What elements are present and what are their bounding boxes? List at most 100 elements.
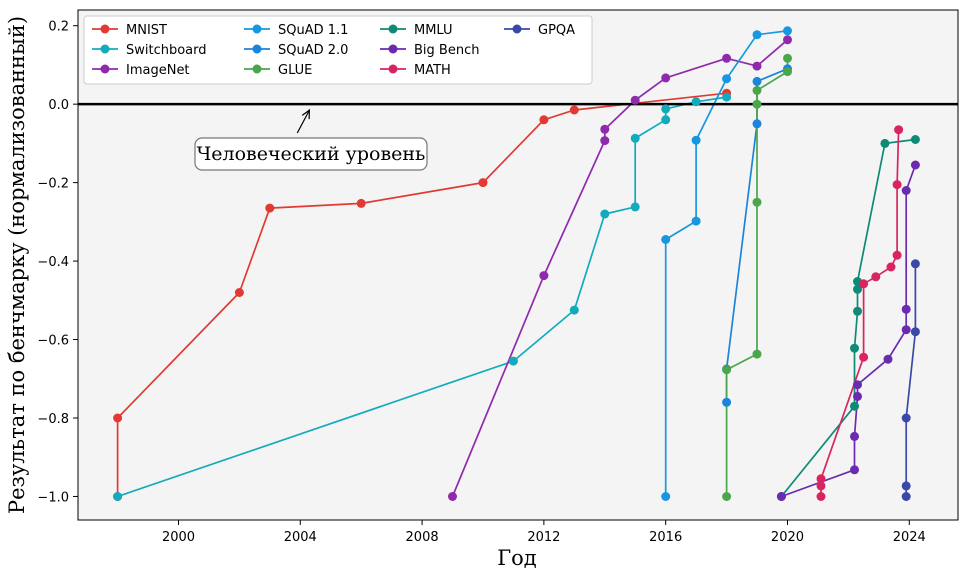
legend-label-mnist: MNIST	[126, 23, 167, 38]
data-point-mmlu-6	[880, 138, 890, 148]
x-axis-label: Год	[497, 546, 537, 570]
data-point-switchboard-0	[113, 492, 123, 501]
data-point-mnist-6	[539, 115, 549, 125]
data-point-glue-3	[752, 197, 762, 207]
data-point-big-bench-1	[850, 465, 859, 475]
data-point-math-2	[816, 474, 826, 484]
data-point-math-5	[871, 272, 881, 282]
data-point-mmlu-3	[853, 306, 862, 316]
legend-label-switchboard: Switchboard	[126, 43, 207, 58]
data-point-math-3	[859, 352, 869, 362]
data-point-squad-1-1-1	[661, 235, 671, 244]
data-point-imagenet-3	[600, 124, 610, 134]
data-point-imagenet-7	[752, 61, 762, 71]
data-point-switchboard-9	[722, 92, 732, 102]
legend-label-imagenet: ImageNet	[126, 63, 190, 78]
annotation-arrow	[296, 109, 310, 134]
y-tick-label: −0.2	[37, 177, 69, 192]
data-point-mnist-1	[113, 413, 123, 423]
data-point-switchboard-8	[691, 97, 701, 107]
plot-background	[78, 10, 958, 520]
x-tick-label: 2000	[162, 530, 195, 545]
data-point-mnist-5	[478, 178, 488, 188]
annotation-arrowhead	[301, 108, 311, 120]
data-point-switchboard-4	[630, 202, 640, 212]
legend-label-squad-2-0: SQuAD 2.0	[278, 43, 348, 58]
data-point-imagenet-1	[539, 271, 549, 281]
legend-box	[83, 15, 593, 85]
legend-marker-big-bench	[388, 44, 398, 54]
y-tick-label: 0.2	[48, 20, 69, 35]
legend-marker-switchboard	[100, 44, 110, 54]
legend-label-big-bench: Big Bench	[414, 43, 479, 58]
y-axis-label: Результат по бенчмарку (нормализованный)	[5, 16, 29, 514]
data-point-mmlu-1	[850, 401, 859, 411]
data-point-big-bench-3	[853, 391, 862, 401]
series-line-big-bench	[781, 164, 917, 498]
legend-marker-math	[388, 64, 398, 74]
data-point-glue-5	[752, 85, 762, 95]
data-point-math-1	[816, 481, 826, 491]
plot-frame	[77, 9, 959, 521]
legend-label-squad-1-1: SQuAD 1.1	[278, 23, 348, 38]
data-point-math-7	[892, 250, 902, 260]
data-point-gpqa-4	[910, 259, 920, 269]
legend-label-math: MATH	[414, 63, 451, 78]
data-point-mnist-4	[356, 198, 366, 208]
data-point-glue-2	[752, 349, 762, 359]
annotation-text: Человеческий уровень	[197, 143, 426, 165]
x-tick-label: 2008	[406, 530, 439, 545]
data-point-switchboard-5	[630, 133, 640, 143]
data-point-squad-1-1-6	[783, 26, 792, 36]
x-axis-ticks: 2000 2004 2008 2012 2016 2020 2024	[162, 520, 926, 545]
data-point-imagenet-5	[661, 73, 671, 83]
x-tick-label: 2020	[771, 530, 804, 545]
legend-marker-squad-1-1	[252, 24, 262, 34]
data-point-gpqa-0	[901, 492, 911, 501]
data-point-math-8	[892, 180, 902, 190]
data-point-switchboard-1	[508, 356, 518, 366]
data-point-big-bench-0	[776, 492, 786, 501]
x-tick-label: 2016	[649, 530, 682, 545]
legend-marker-squad-2-0	[252, 44, 262, 54]
data-point-glue-4	[752, 99, 762, 109]
data-point-squad-1-1-5	[752, 30, 762, 40]
legend-marker-imagenet	[100, 64, 110, 74]
data-point-imagenet-4	[630, 95, 640, 105]
data-point-mmlu-2	[850, 343, 859, 353]
data-point-switchboard-6	[661, 115, 671, 125]
data-point-squad-1-1-4	[722, 74, 732, 84]
legend-marker-mmlu	[388, 24, 398, 34]
data-point-big-bench-7	[901, 304, 911, 314]
data-point-math-9	[894, 125, 904, 135]
legend-marker-mnist	[100, 24, 110, 34]
y-tick-label: −1.0	[37, 490, 69, 505]
data-point-squad-1-1-0	[661, 492, 671, 501]
data-point-mnist-2	[234, 288, 244, 297]
data-point-gpqa-2	[901, 413, 911, 423]
data-point-glue-1	[722, 365, 732, 375]
data-point-mmlu-4	[853, 284, 862, 294]
data-point-imagenet-0	[448, 492, 457, 501]
legend-marker-gpqa	[512, 24, 522, 34]
x-tick-label: 2004	[284, 530, 317, 545]
data-point-squad-1-1-3	[691, 135, 701, 145]
y-tick-label: −0.8	[37, 412, 69, 427]
data-point-gpqa-1	[901, 481, 911, 491]
legend-label-gpqa: GPQA	[538, 23, 575, 38]
data-point-mnist-3	[265, 203, 275, 213]
y-tick-label: 0.0	[48, 98, 69, 113]
data-point-mmlu-7	[910, 135, 920, 144]
y-tick-label: −0.4	[37, 255, 69, 270]
data-point-math-6	[886, 262, 896, 272]
data-point-squad-1-1-2	[691, 216, 701, 226]
legend-label-glue: GLUE	[278, 63, 312, 78]
legend: MNIST Switchboard ImageNet SQuAD 1.1 SQuAD 2…	[92, 23, 575, 78]
series-line-glue	[725, 58, 789, 497]
data-point-squad-2-0-0	[722, 397, 732, 407]
legend-marker-glue	[252, 64, 262, 74]
x-tick-label: 2012	[527, 530, 560, 545]
data-point-big-bench-6	[901, 325, 911, 335]
